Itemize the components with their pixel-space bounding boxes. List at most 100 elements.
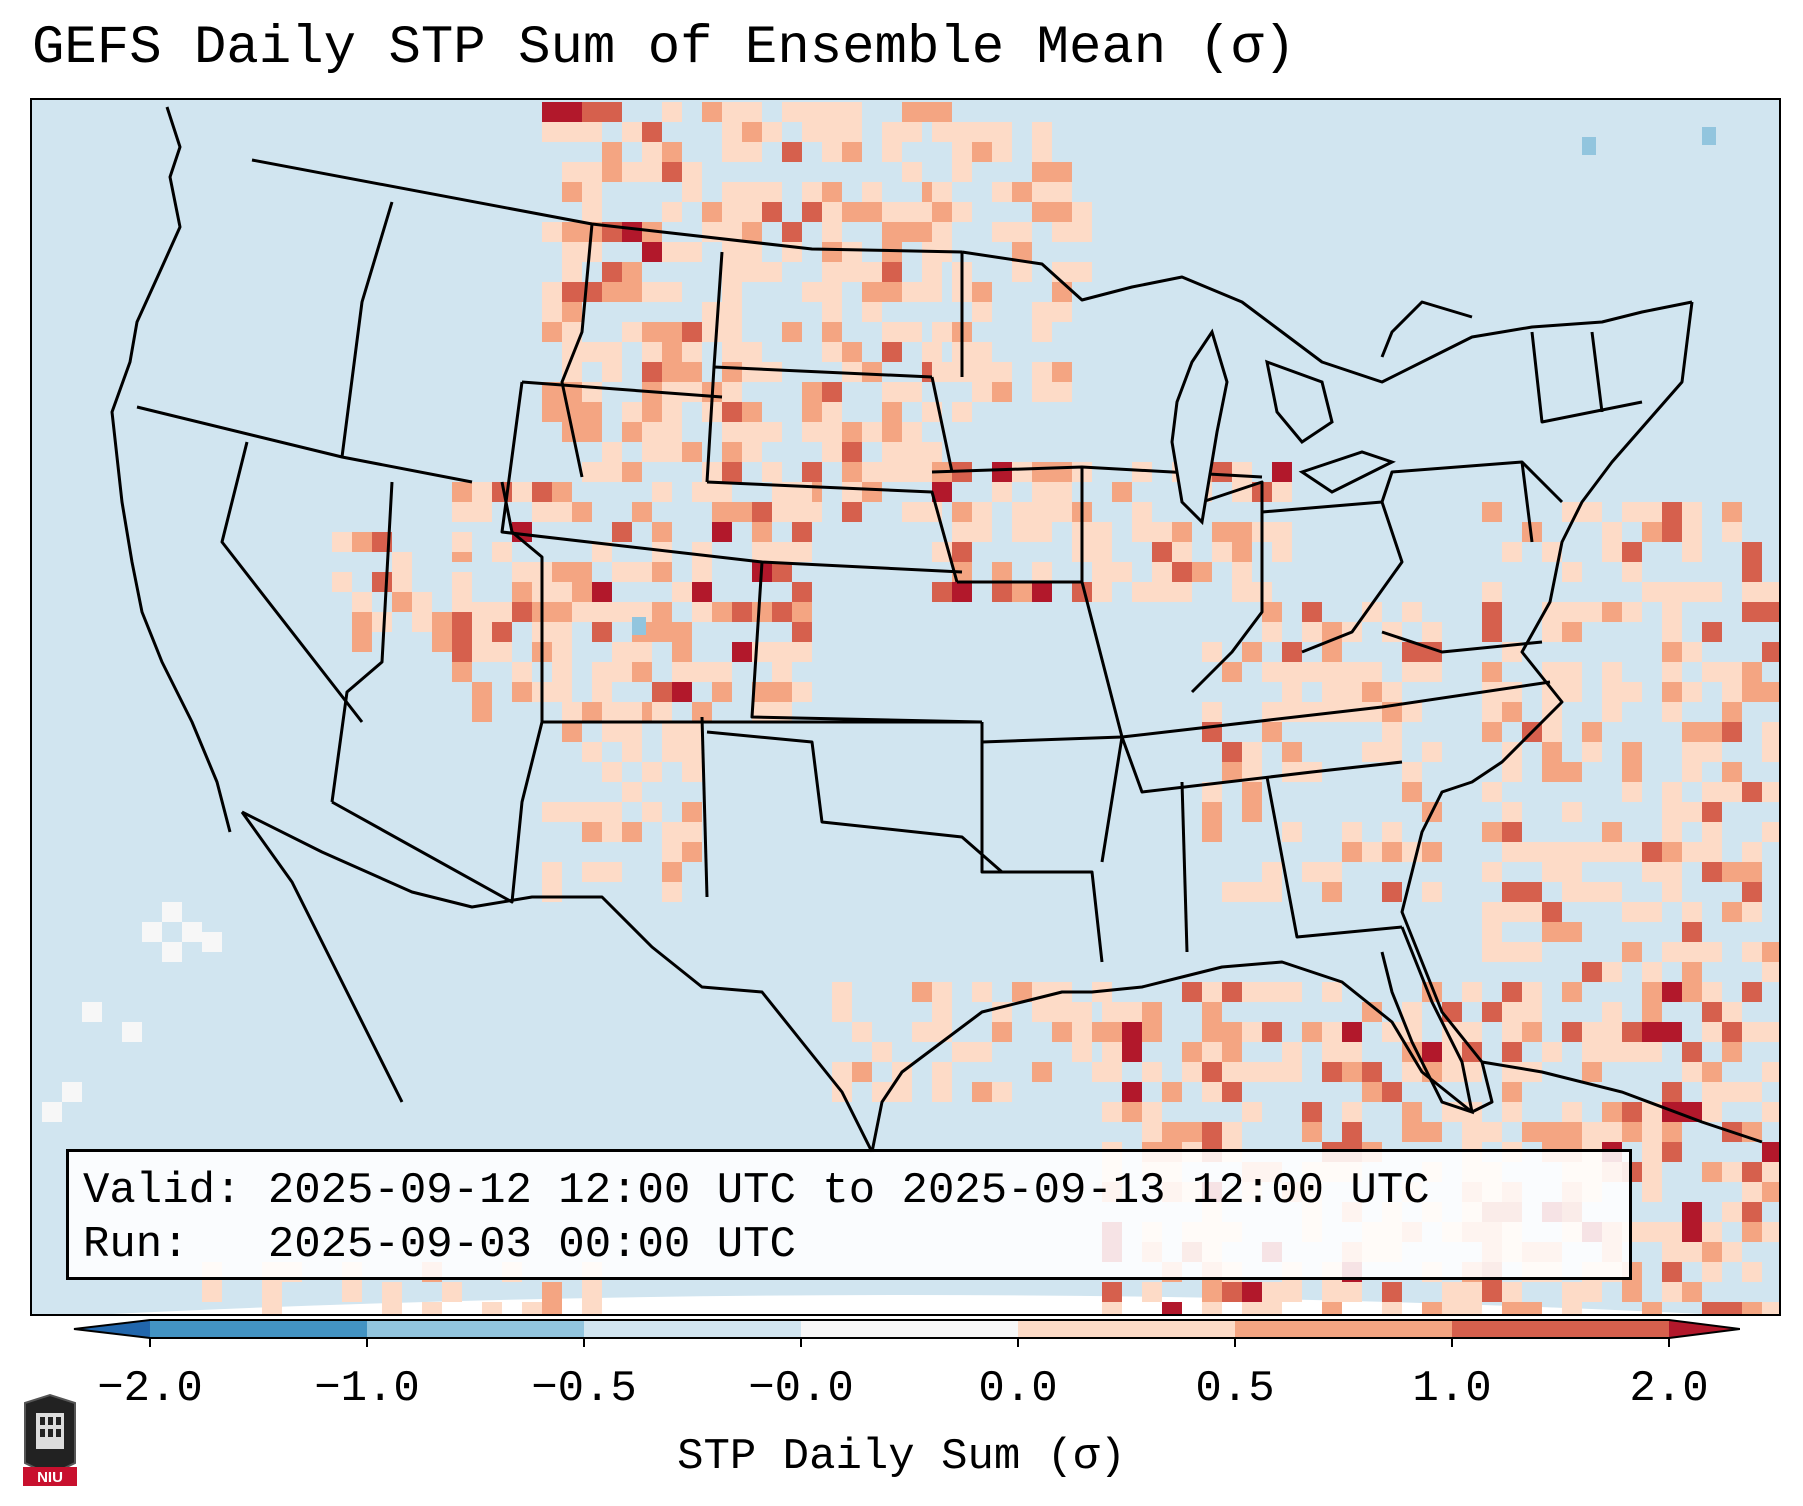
stp-cell — [1242, 1062, 1262, 1082]
stp-cell — [662, 282, 682, 302]
stp-cell — [1322, 1042, 1342, 1062]
stp-cell — [1722, 722, 1742, 742]
stp-cell — [822, 142, 842, 162]
stp-cell — [1642, 862, 1662, 882]
stp-cell — [842, 462, 862, 482]
stp-cell — [1682, 502, 1702, 522]
stp-cell — [602, 762, 622, 782]
stp-cell — [1522, 882, 1542, 902]
lake-michigan — [1170, 328, 1229, 526]
stp-cell — [1272, 462, 1292, 482]
stp-cell — [1502, 882, 1522, 902]
run-row: Run: 2025-09-03 00:00 UTC — [83, 1218, 1629, 1272]
stp-cell — [552, 562, 572, 582]
stp-cell — [1122, 1042, 1142, 1062]
stp-cell — [1762, 942, 1779, 962]
colorbar-bin-3 — [584, 1320, 801, 1338]
stp-cell — [1702, 582, 1722, 602]
stp-cell — [1242, 742, 1262, 762]
stp-cell — [802, 182, 822, 202]
stp-cell — [842, 122, 862, 142]
stp-cell — [1262, 602, 1282, 622]
stp-cell — [802, 462, 822, 482]
stp-cell — [1422, 882, 1442, 902]
stp-cell — [1642, 1142, 1662, 1162]
stp-cell — [1662, 622, 1682, 642]
stp-cell — [1742, 662, 1762, 682]
stp-cell — [1542, 1042, 1562, 1062]
stp-cell — [1052, 282, 1072, 302]
stp-cell — [1242, 1102, 1262, 1122]
stp-cell — [452, 572, 472, 592]
stp-cell — [1582, 882, 1602, 902]
stp-cell — [952, 582, 972, 602]
stp-cell — [342, 1282, 362, 1302]
stp-cell — [542, 862, 562, 882]
stp-cell — [1702, 622, 1722, 642]
stp-cell — [1222, 1122, 1242, 1142]
stp-cell — [1342, 1022, 1362, 1042]
stp-cell — [1662, 842, 1682, 862]
stp-cell — [952, 1042, 972, 1062]
stp-cell — [1582, 1042, 1602, 1062]
stp-cell — [842, 442, 862, 462]
stp-cell — [512, 682, 532, 702]
stp-cell — [1132, 522, 1152, 542]
stp-cell — [1162, 1122, 1182, 1142]
stp-cell — [1482, 502, 1502, 522]
stp-cell — [1762, 1182, 1779, 1202]
stp-cell — [1342, 1282, 1362, 1302]
canada-border-lakes — [961, 250, 1693, 384]
stp-cell — [672, 642, 692, 662]
stp-cell — [1402, 662, 1422, 682]
stp-cell — [372, 572, 392, 592]
stp-cell — [162, 942, 182, 962]
stp-cell — [1262, 862, 1282, 882]
stp-cell — [1032, 162, 1052, 182]
stp-cell — [1032, 182, 1052, 202]
stp-cell — [662, 162, 682, 182]
stp-cell — [1542, 842, 1562, 862]
stp-cell — [662, 442, 682, 462]
colorbar-label: STP Daily Sum (σ) — [677, 1432, 1126, 1482]
stp-cell — [1382, 1082, 1402, 1102]
stp-cell — [562, 322, 582, 342]
stp-cell — [1602, 822, 1622, 842]
stp-cell — [662, 142, 682, 162]
stp-cell — [492, 622, 512, 642]
stp-cell — [1342, 842, 1362, 862]
stp-cell — [582, 342, 602, 362]
stp-cell — [662, 882, 682, 902]
stp-cell — [872, 1042, 892, 1062]
stp-cell — [922, 342, 942, 362]
stp-cell — [1502, 682, 1522, 702]
stp-cell — [1742, 1182, 1762, 1202]
stp-cell — [1072, 1002, 1092, 1022]
stp-cell — [1052, 262, 1072, 282]
stp-cell — [1742, 982, 1762, 1002]
stp-cell — [1662, 1222, 1682, 1242]
stp-cell — [1702, 1002, 1722, 1022]
stp-cell — [352, 632, 372, 652]
stp-cell — [82, 1002, 102, 1022]
stp-cell — [602, 442, 622, 462]
stp-cell — [1482, 1122, 1502, 1142]
stp-cell — [1202, 982, 1222, 1002]
stp-cell — [1032, 362, 1052, 382]
stp-cell — [1762, 1022, 1779, 1042]
stp-cell — [682, 742, 702, 762]
stp-cell — [1132, 462, 1152, 482]
stp-cell — [512, 582, 532, 602]
stp-cell — [1052, 162, 1072, 182]
stp-cell — [722, 282, 742, 302]
stp-cell — [452, 482, 472, 502]
stp-cell — [202, 932, 222, 952]
stp-cell — [472, 502, 492, 522]
stp-cell — [1302, 862, 1322, 882]
stp-cell — [1422, 1302, 1442, 1314]
colorbar-tick-label: −2.0 — [97, 1364, 203, 1414]
stp-cell — [1562, 602, 1582, 622]
stp-cell — [762, 462, 782, 482]
stp-cell — [1662, 1142, 1682, 1162]
stp-cell — [1382, 842, 1402, 862]
